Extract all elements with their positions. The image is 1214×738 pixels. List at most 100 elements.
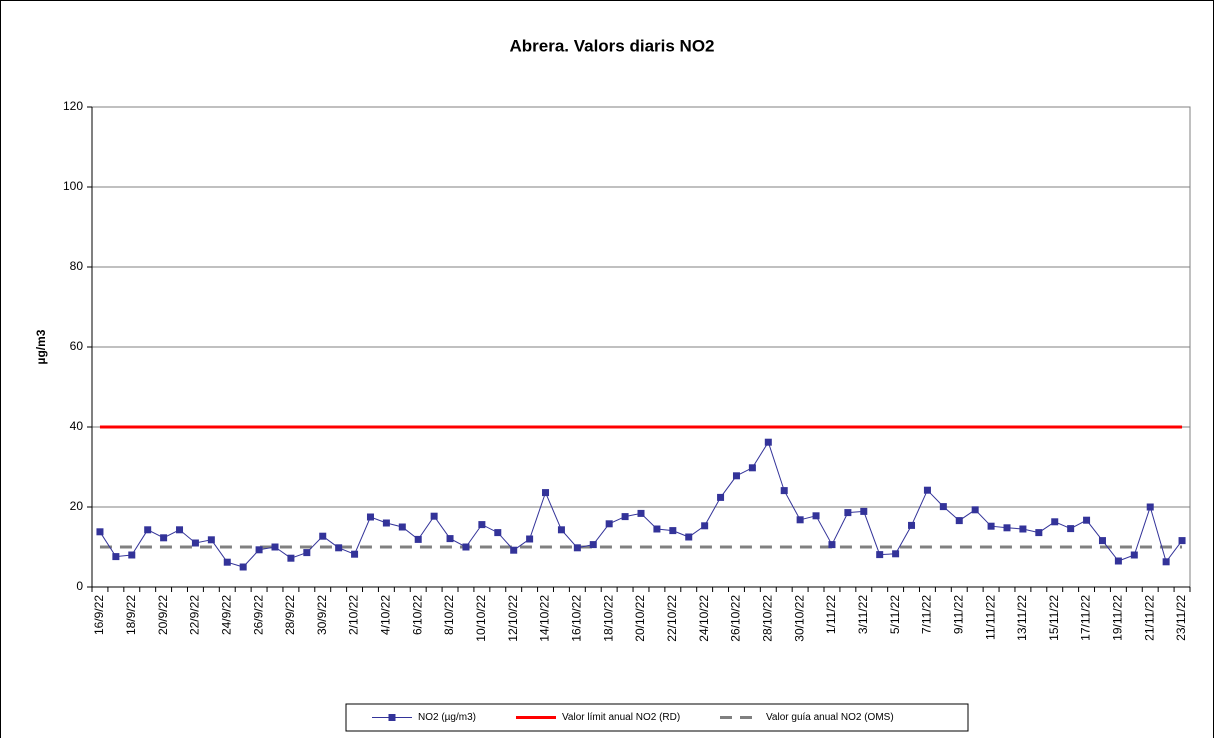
data-point xyxy=(430,512,438,520)
x-tick-label: 28/9/22 xyxy=(283,595,297,635)
data-point xyxy=(366,513,374,521)
x-tick-label: 17/11/22 xyxy=(1079,595,1093,641)
legend-marker xyxy=(388,714,396,721)
data-point xyxy=(478,521,486,529)
data-point xyxy=(319,532,327,540)
data-point xyxy=(605,520,613,528)
data-point xyxy=(701,522,709,530)
data-point xyxy=(239,563,247,571)
data-point xyxy=(637,509,645,517)
data-point xyxy=(908,521,916,529)
x-tick-label: 4/10/22 xyxy=(379,595,393,635)
legend xyxy=(345,703,969,732)
x-tick-label: 6/10/22 xyxy=(410,595,424,635)
x-tick-label: 12/10/22 xyxy=(506,595,520,642)
x-tick-label: 28/10/22 xyxy=(760,595,774,642)
data-point xyxy=(1019,525,1027,533)
data-point xyxy=(1051,518,1059,526)
x-tick-label: 20/10/22 xyxy=(633,595,647,642)
x-tick-label: 16/10/22 xyxy=(570,595,584,642)
data-point xyxy=(96,528,104,536)
data-point xyxy=(573,544,581,552)
data-point xyxy=(876,551,884,559)
legend-label: Valor límit anual NO2 (RD) xyxy=(562,712,680,723)
data-point xyxy=(271,543,279,551)
x-tick-label: 16/9/22 xyxy=(92,595,106,635)
x-tick-label: 2/10/22 xyxy=(347,595,361,635)
data-point xyxy=(351,550,359,558)
x-tick-label: 13/11/22 xyxy=(1015,595,1029,641)
x-tick-label: 26/10/22 xyxy=(729,595,743,642)
data-point xyxy=(207,536,215,544)
data-point xyxy=(717,493,725,501)
data-point xyxy=(255,546,263,554)
x-tick-label: 7/11/22 xyxy=(920,595,934,634)
data-point xyxy=(892,550,900,558)
data-point xyxy=(1146,503,1154,511)
data-point xyxy=(1067,525,1075,533)
data-point xyxy=(669,527,677,535)
data-point xyxy=(1003,524,1011,532)
x-tick-label: 30/10/22 xyxy=(792,595,806,642)
chart-title: Abrera. Valors diaris NO2 xyxy=(509,36,714,55)
x-tick-label: 22/9/22 xyxy=(188,595,202,635)
x-tick-label: 21/11/22 xyxy=(1142,595,1156,641)
data-point xyxy=(1178,537,1186,545)
y-axis-label: µg/m3 xyxy=(34,329,48,364)
data-point xyxy=(382,519,390,527)
legend-label: Valor guía anual NO2 (OMS) xyxy=(766,712,894,723)
data-point xyxy=(335,544,343,552)
data-point xyxy=(748,464,756,472)
data-point xyxy=(860,507,868,515)
data-point xyxy=(223,558,231,566)
data-point xyxy=(1114,557,1122,565)
x-tick-label: 26/9/22 xyxy=(251,595,265,635)
data-point xyxy=(494,529,502,537)
data-point xyxy=(303,549,311,557)
y-tick-label: 0 xyxy=(76,579,83,593)
data-point xyxy=(398,523,406,531)
x-tick-label: 3/11/22 xyxy=(856,595,870,634)
data-point xyxy=(160,534,168,542)
data-point xyxy=(780,487,788,495)
data-point xyxy=(939,503,947,511)
data-point xyxy=(812,512,820,520)
data-point xyxy=(510,546,518,554)
data-point xyxy=(923,486,931,494)
legend-label: NO2 (µg/m3) xyxy=(418,712,476,723)
data-point xyxy=(653,525,661,533)
data-point xyxy=(557,526,565,534)
data-point xyxy=(128,551,136,559)
data-point xyxy=(796,516,804,524)
data-point xyxy=(764,438,772,446)
data-point xyxy=(971,506,979,514)
y-tick-label: 20 xyxy=(70,499,84,513)
y-tick-label: 60 xyxy=(70,339,84,353)
data-point xyxy=(987,522,995,530)
x-tick-label: 10/10/22 xyxy=(474,595,488,642)
data-point xyxy=(542,489,550,497)
x-tick-label: 15/11/22 xyxy=(1047,595,1061,641)
data-point xyxy=(191,539,199,547)
x-tick-label: 23/11/22 xyxy=(1174,595,1188,641)
data-point xyxy=(844,509,852,517)
x-tick-label: 30/9/22 xyxy=(315,595,329,635)
data-point xyxy=(685,533,693,541)
data-point xyxy=(621,513,629,521)
x-tick-label: 8/10/22 xyxy=(442,595,456,635)
data-point xyxy=(1083,516,1091,524)
data-point xyxy=(176,526,184,534)
x-tick-label: 18/9/22 xyxy=(124,595,138,635)
data-point xyxy=(1035,529,1043,537)
data-point xyxy=(144,526,152,534)
y-tick-label: 80 xyxy=(70,259,84,273)
x-tick-label: 14/10/22 xyxy=(538,595,552,642)
data-point xyxy=(732,472,740,480)
x-tick-label: 19/11/22 xyxy=(1111,595,1125,641)
data-point xyxy=(1162,558,1170,566)
y-tick-label: 100 xyxy=(63,179,83,193)
data-point xyxy=(112,553,120,561)
data-point xyxy=(1130,551,1138,559)
y-tick-label: 40 xyxy=(70,419,84,433)
